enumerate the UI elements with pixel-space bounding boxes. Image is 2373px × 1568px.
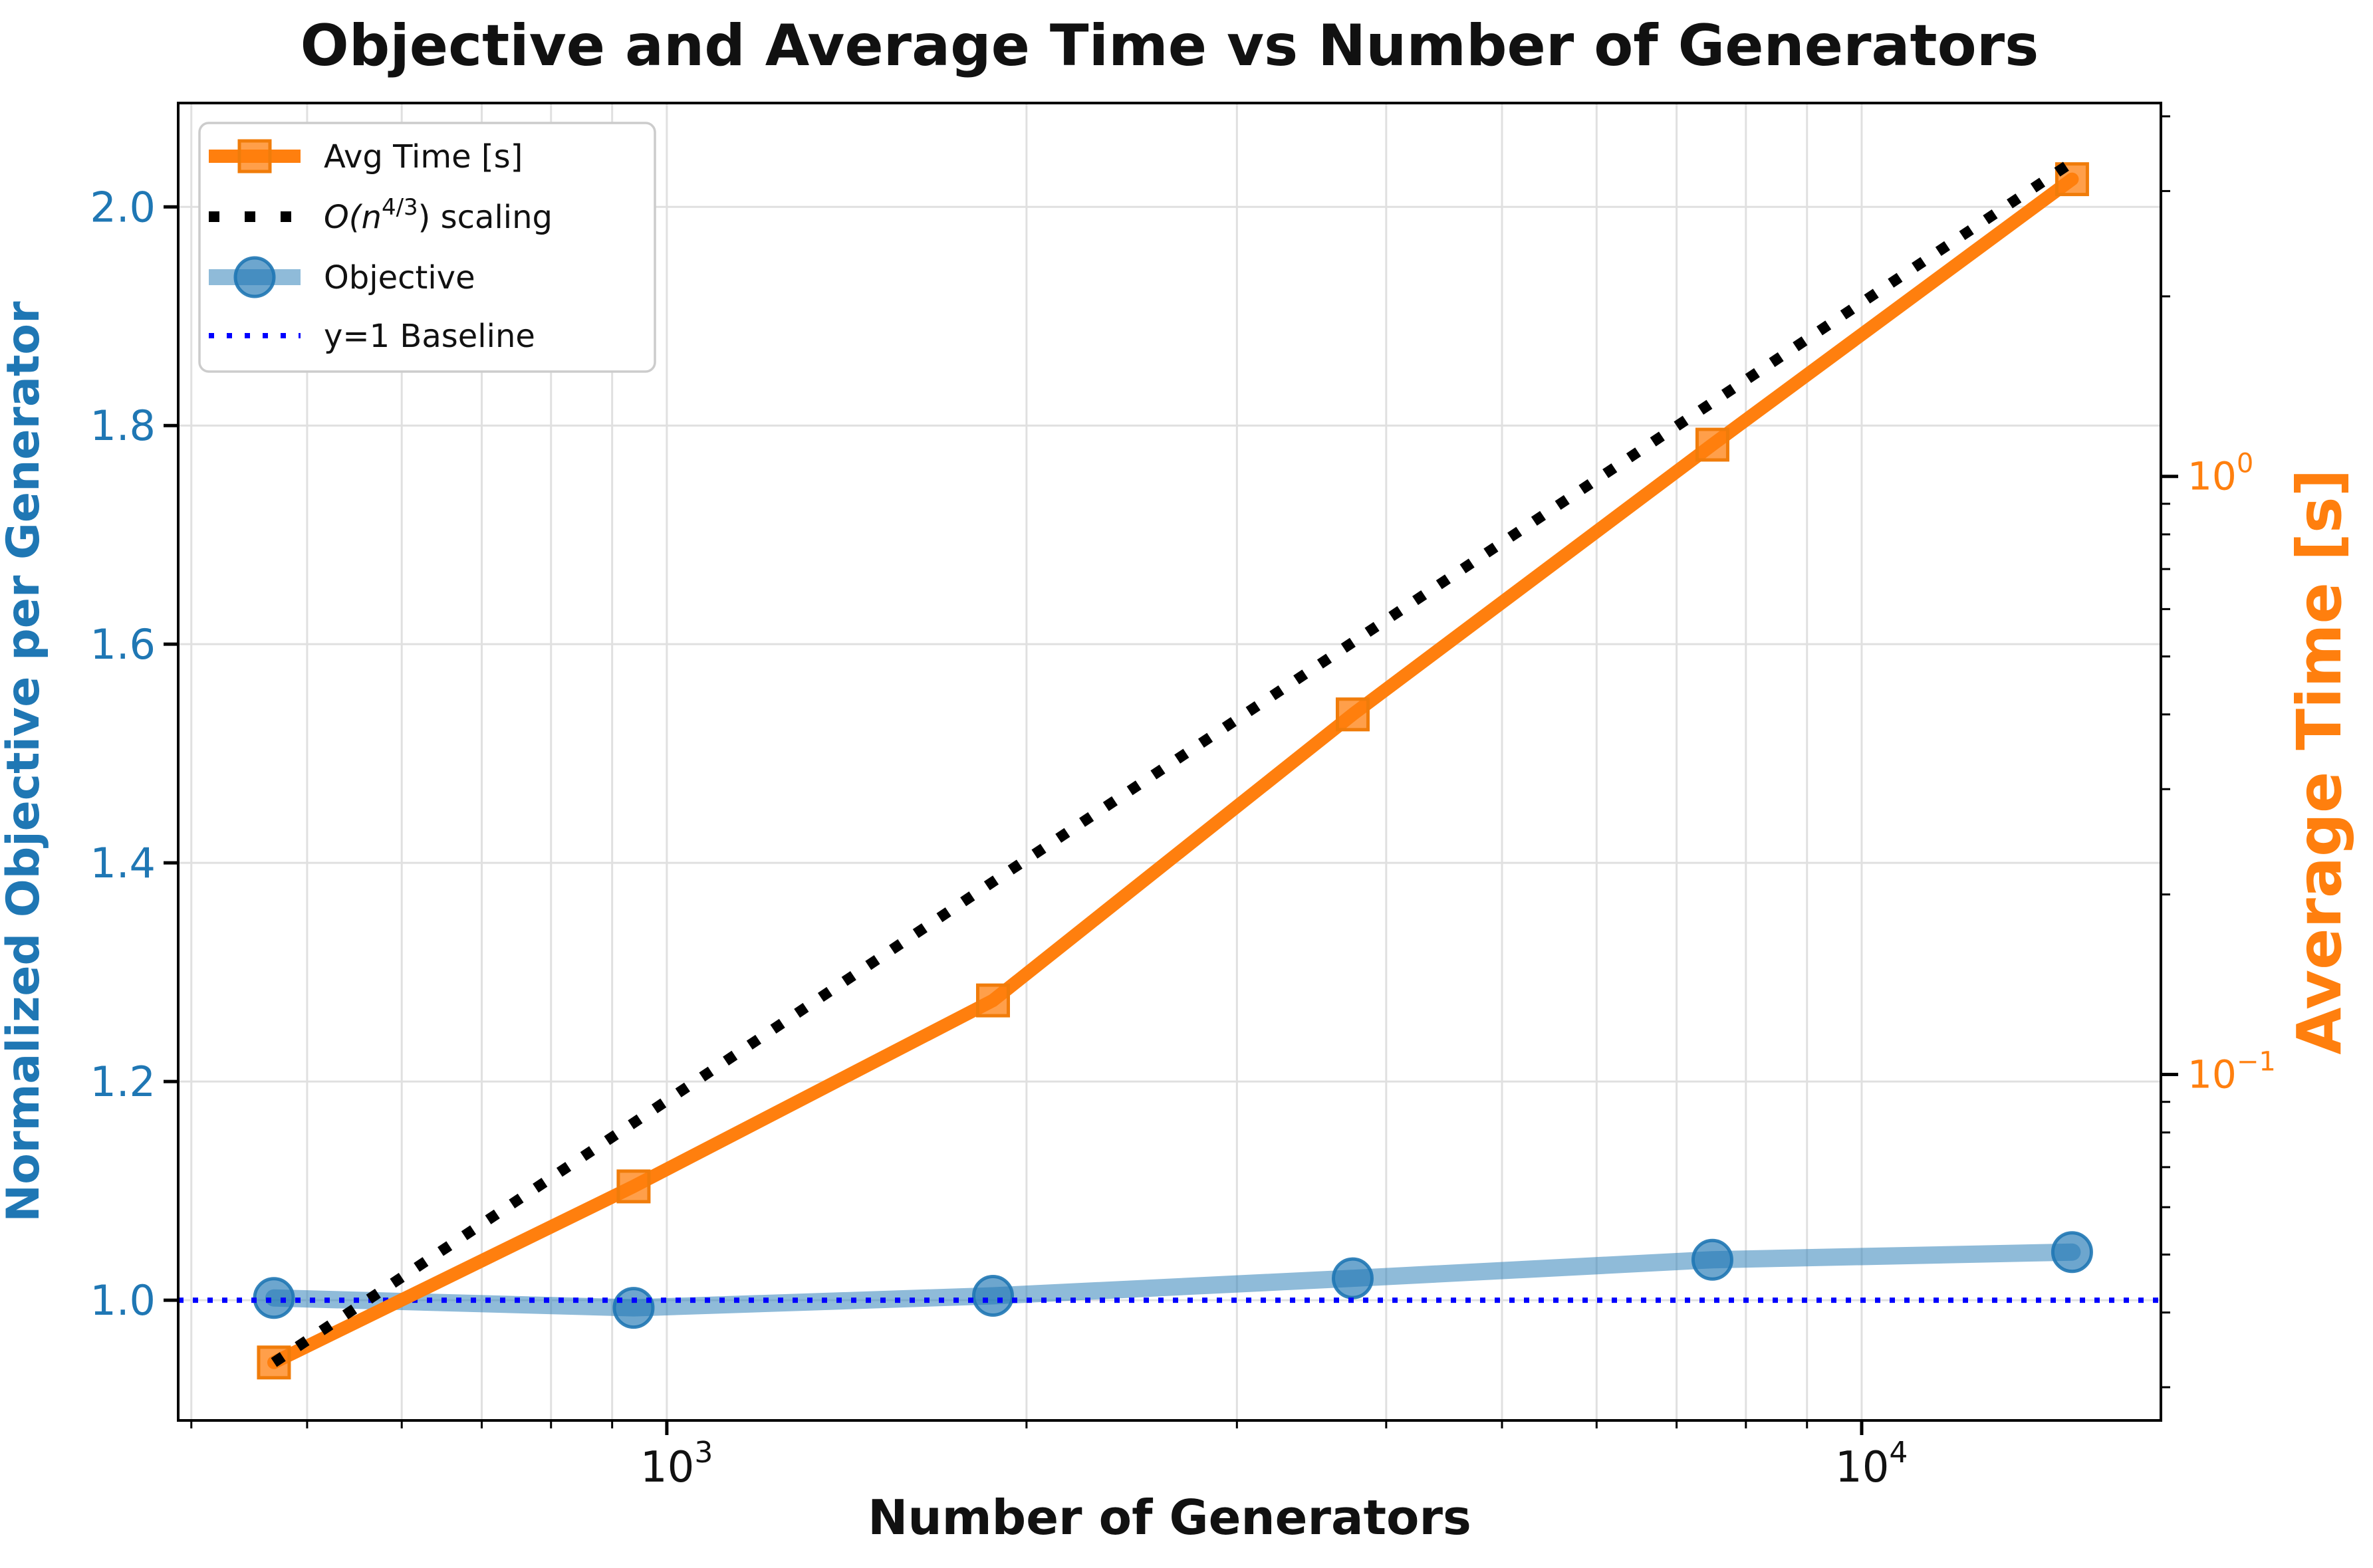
avg-time-marker — [1695, 427, 1729, 462]
legend-item: Avg Time [s] — [209, 138, 523, 175]
legend-circle-marker-icon — [233, 256, 276, 298]
right-y-tick-label: 100 — [2187, 449, 2253, 499]
objective-marker — [1691, 1238, 1733, 1281]
chart-title: Objective and Average Time vs Number of … — [301, 13, 2039, 79]
legend-item: O(n4/3) scaling — [209, 194, 553, 236]
objective-line — [265, 1243, 2081, 1317]
scaling-reference-line — [271, 158, 2075, 1367]
avg-time-line — [267, 172, 2079, 1369]
avg-time-marker — [975, 983, 1010, 1018]
left-y-tick-label: 1.2 — [90, 1058, 156, 1106]
avg-time-marker — [1335, 697, 1370, 732]
legend: Avg Time [s] O(n4/3) scaling Objective y=1 … — [198, 122, 656, 373]
objective-marker — [612, 1287, 655, 1329]
axis-ticks — [164, 115, 2178, 1435]
legend-item-label: Avg Time [s] — [324, 138, 523, 175]
legend-item-label: O(n4/3) scaling — [324, 194, 553, 236]
right-y-axis-label: Average Time [s] — [2284, 469, 2355, 1054]
legend-item: Objective — [209, 256, 475, 298]
x-tick-label: 104 — [1835, 1436, 1908, 1492]
left-y-axis-label: Normalized Objective per Generator — [0, 301, 50, 1222]
left-y-tick-label: 1.8 — [90, 401, 156, 450]
objective-marker — [1331, 1257, 1374, 1299]
x-axis-label: Number of Generators — [868, 1490, 1471, 1545]
legend-item-label: y=1 Baseline — [324, 318, 535, 355]
left-y-tick-label: 1.6 — [90, 620, 156, 669]
plot-series — [178, 158, 2161, 1380]
legend-item: y=1 Baseline — [209, 318, 535, 355]
left-y-tick-label: 2.0 — [90, 183, 156, 231]
avg-time-marker — [616, 1169, 651, 1204]
plot-border — [177, 102, 2162, 1422]
legend-item-label: Objective — [324, 259, 475, 296]
x-tick-label: 103 — [640, 1436, 713, 1492]
left-y-tick-label: 1.4 — [90, 839, 156, 887]
legend-square-marker-icon — [237, 139, 272, 173]
objective-marker — [971, 1274, 1014, 1317]
objective-marker — [253, 1277, 295, 1319]
axis-tick-labels: 103 104 1.0 1.2 1.4 1.6 1.8 2.0 100 10−1 — [90, 183, 2275, 1492]
objective-marker — [2051, 1231, 2093, 1274]
right-y-tick-label: 10−1 — [2187, 1046, 2276, 1097]
left-y-tick-label: 1.0 — [90, 1276, 156, 1325]
legend-box — [198, 122, 656, 373]
